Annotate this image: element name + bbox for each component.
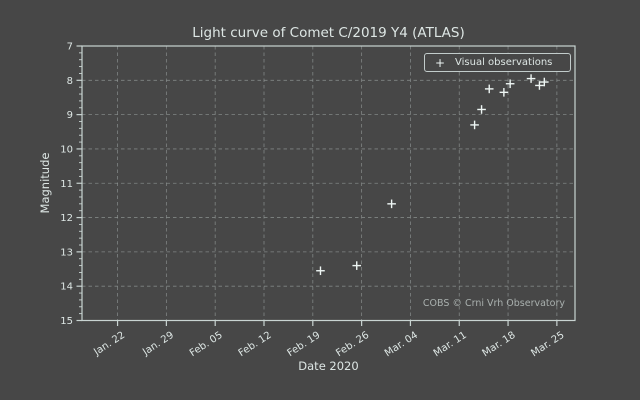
- data-point-marker: [540, 77, 549, 87]
- y-tick-label: 12: [60, 213, 73, 224]
- y-tick-label: 15: [60, 316, 73, 327]
- x-tick-label: Mar. 25: [529, 330, 566, 359]
- watermark-credit: COBS © Crni Vrh Observatory: [422, 298, 565, 309]
- data-point-marker: [526, 74, 536, 83]
- legend-label: Visual observations: [455, 57, 553, 68]
- data-point-marker: [387, 199, 396, 209]
- x-tick-label: Mar. 11: [432, 330, 469, 359]
- x-tick-label: Feb. 12: [237, 330, 274, 359]
- plus-marker-icon: +: [434, 55, 446, 70]
- x-tick-label: Feb. 19: [286, 330, 323, 359]
- chart-title: Light curve of Comet C/2019 Y4 (ATLAS): [192, 25, 465, 41]
- data-point-marker: [470, 120, 479, 130]
- data-point-marker: [352, 261, 362, 270]
- y-tick-label: 11: [60, 179, 73, 190]
- y-tick-label: 7: [67, 42, 73, 53]
- data-point-marker: [535, 81, 544, 90]
- y-tick-label: 9: [67, 110, 73, 121]
- y-tick-label: 13: [60, 247, 73, 258]
- data-point-marker: [499, 88, 509, 97]
- x-tick-label: Feb. 26: [334, 330, 371, 359]
- y-tick-label: 8: [67, 76, 73, 87]
- y-axis-title: Magnitude: [38, 152, 52, 214]
- x-tick-label: Mar. 18: [481, 330, 518, 359]
- x-axis-title: Date 2020: [298, 359, 359, 373]
- x-tick-label: Feb. 05: [188, 330, 225, 359]
- x-tick-label: Jan. 22: [91, 330, 127, 359]
- legend: + Visual observations: [424, 53, 571, 72]
- data-point-marker: [484, 84, 494, 94]
- y-tick-label: 10: [60, 144, 73, 155]
- x-tick-label: Jan. 29: [140, 330, 176, 359]
- data-point-marker: [505, 79, 515, 89]
- y-tick-label: 14: [60, 282, 73, 293]
- x-tick-label: Mar. 04: [383, 330, 420, 359]
- data-point-marker: [477, 105, 486, 114]
- data-point-marker: [316, 266, 325, 276]
